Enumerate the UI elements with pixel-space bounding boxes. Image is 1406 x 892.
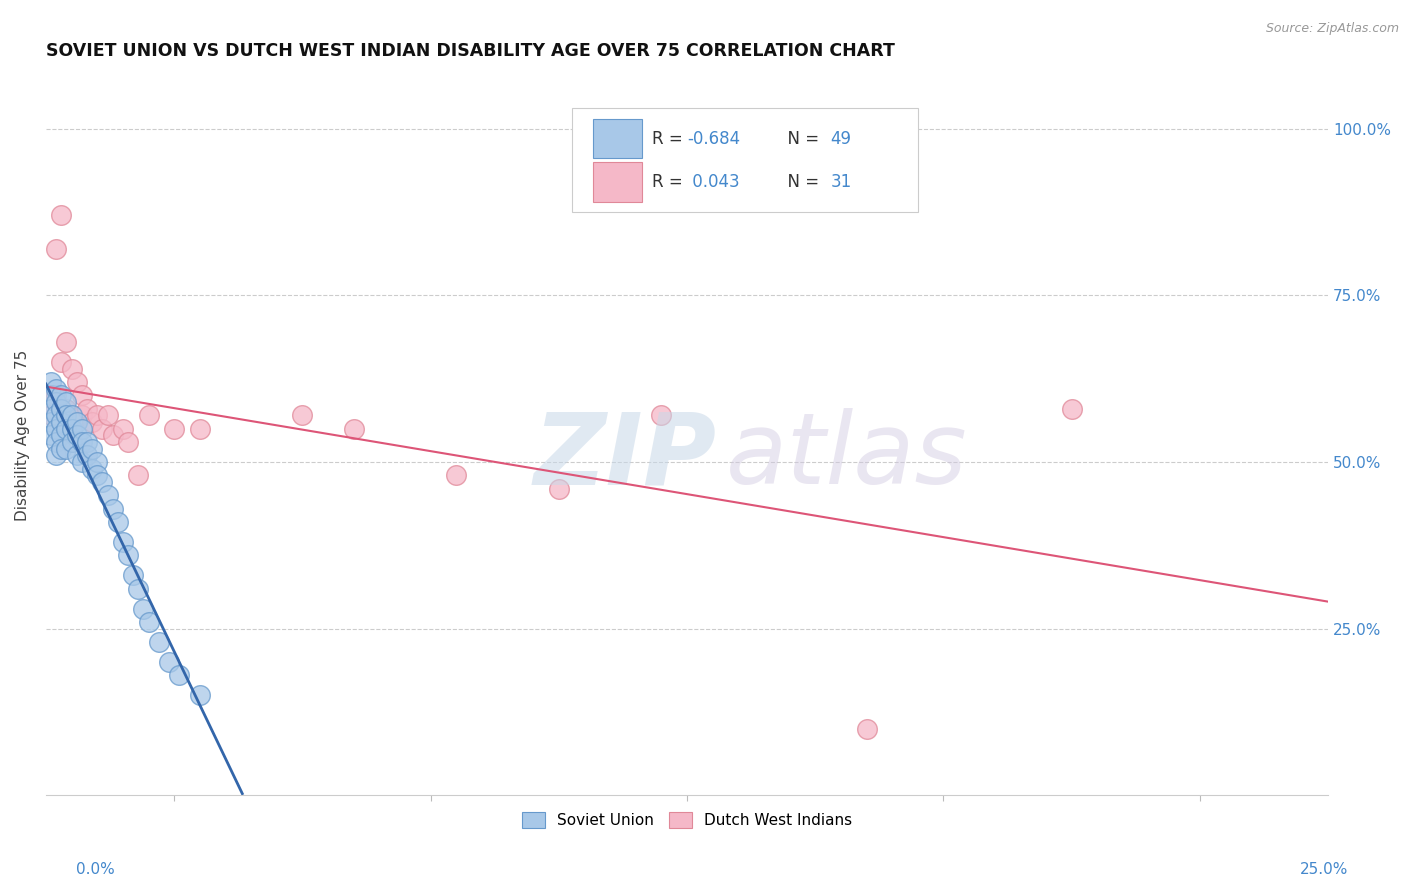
Point xyxy=(101,428,124,442)
Text: Source: ZipAtlas.com: Source: ZipAtlas.com xyxy=(1265,22,1399,36)
Point xyxy=(55,442,77,456)
Point xyxy=(111,535,134,549)
Point xyxy=(86,409,108,423)
Text: SOVIET UNION VS DUTCH WEST INDIAN DISABILITY AGE OVER 75 CORRELATION CHART: SOVIET UNION VS DUTCH WEST INDIAN DISABI… xyxy=(46,42,894,60)
Point xyxy=(60,434,83,449)
Point xyxy=(157,655,180,669)
Point xyxy=(169,668,191,682)
Point xyxy=(101,501,124,516)
Point xyxy=(55,395,77,409)
Point xyxy=(547,482,569,496)
Point xyxy=(91,422,114,436)
Point xyxy=(163,422,186,436)
Point xyxy=(82,415,104,429)
Point xyxy=(70,455,93,469)
Text: 49: 49 xyxy=(831,129,852,147)
Point xyxy=(39,415,62,429)
Text: ZIP: ZIP xyxy=(533,409,716,506)
Point xyxy=(127,582,149,596)
Text: R =: R = xyxy=(652,129,689,147)
Point xyxy=(45,448,67,462)
Point xyxy=(39,428,62,442)
Point xyxy=(66,428,89,442)
Point xyxy=(91,475,114,489)
Point xyxy=(82,461,104,475)
Point xyxy=(107,515,129,529)
Point xyxy=(138,615,160,629)
Point xyxy=(60,361,83,376)
Point xyxy=(45,382,67,396)
Point xyxy=(51,208,73,222)
Point xyxy=(188,422,211,436)
Text: 25.0%: 25.0% xyxy=(1301,863,1348,877)
FancyBboxPatch shape xyxy=(593,162,643,202)
Point xyxy=(70,434,93,449)
Point xyxy=(855,722,877,736)
Point xyxy=(82,442,104,456)
Point xyxy=(70,388,93,402)
Y-axis label: Disability Age Over 75: Disability Age Over 75 xyxy=(15,350,30,521)
Point xyxy=(76,434,98,449)
Text: 0.0%: 0.0% xyxy=(76,863,115,877)
Point xyxy=(66,375,89,389)
Point xyxy=(122,568,145,582)
Point xyxy=(70,409,93,423)
FancyBboxPatch shape xyxy=(572,108,918,212)
Point xyxy=(51,355,73,369)
Point xyxy=(111,422,134,436)
Point xyxy=(45,242,67,256)
Point xyxy=(76,401,98,416)
Point xyxy=(117,549,139,563)
Text: 31: 31 xyxy=(831,173,852,191)
Text: N =: N = xyxy=(776,173,824,191)
Text: 0.043: 0.043 xyxy=(688,173,740,191)
Point xyxy=(39,401,62,416)
Point xyxy=(45,434,67,449)
Point xyxy=(51,428,73,442)
Point xyxy=(45,422,67,436)
Point xyxy=(39,388,62,402)
Point xyxy=(55,409,77,423)
Point xyxy=(39,409,62,423)
Point xyxy=(66,448,89,462)
FancyBboxPatch shape xyxy=(593,119,643,159)
Point xyxy=(148,635,170,649)
Point xyxy=(51,442,73,456)
Point xyxy=(650,409,672,423)
Point xyxy=(45,388,67,402)
Point xyxy=(96,488,118,502)
Text: -0.684: -0.684 xyxy=(688,129,740,147)
Point xyxy=(39,388,62,402)
Point xyxy=(55,422,77,436)
Point xyxy=(1060,401,1083,416)
Point xyxy=(55,401,77,416)
Text: atlas: atlas xyxy=(725,409,967,506)
Point xyxy=(446,468,468,483)
Text: N =: N = xyxy=(776,129,824,147)
Point xyxy=(51,388,73,402)
Point xyxy=(76,448,98,462)
Point xyxy=(39,375,62,389)
Point xyxy=(86,468,108,483)
Point xyxy=(96,409,118,423)
Point xyxy=(127,468,149,483)
Point xyxy=(138,409,160,423)
Point xyxy=(51,401,73,416)
Point xyxy=(45,409,67,423)
Text: R =: R = xyxy=(652,173,689,191)
Point xyxy=(132,601,155,615)
Point xyxy=(291,409,314,423)
Point xyxy=(60,409,83,423)
Point xyxy=(70,422,93,436)
Point xyxy=(117,434,139,449)
Point xyxy=(188,689,211,703)
Point xyxy=(60,422,83,436)
Point xyxy=(86,455,108,469)
Point xyxy=(66,415,89,429)
Point xyxy=(51,415,73,429)
Point xyxy=(343,422,366,436)
Legend: Soviet Union, Dutch West Indians: Soviet Union, Dutch West Indians xyxy=(516,806,859,835)
Point xyxy=(45,395,67,409)
Point xyxy=(55,334,77,349)
